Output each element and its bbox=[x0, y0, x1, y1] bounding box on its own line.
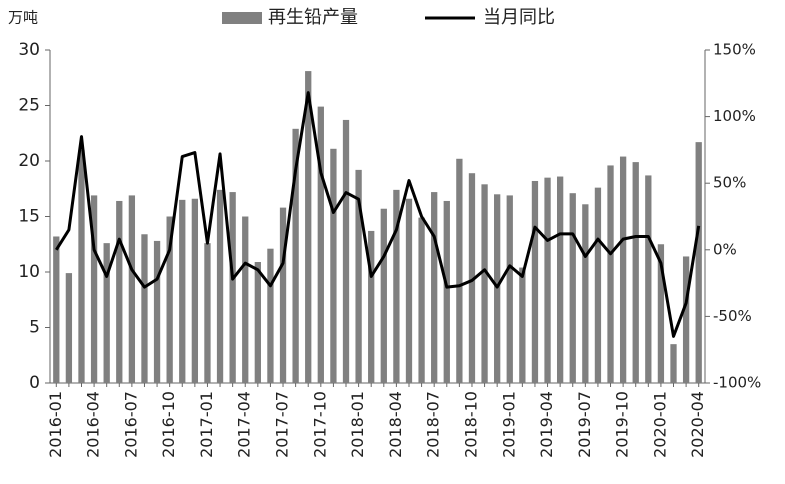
y-tick-label: 30 bbox=[18, 40, 40, 60]
bar bbox=[368, 230, 375, 383]
x-tick-label: 2017-10 bbox=[310, 391, 329, 458]
bar bbox=[53, 236, 60, 383]
bar bbox=[682, 256, 690, 383]
bar bbox=[90, 195, 98, 383]
bar bbox=[128, 195, 136, 383]
bar bbox=[695, 142, 702, 383]
bar bbox=[216, 189, 224, 383]
bar bbox=[556, 176, 564, 383]
bar bbox=[456, 158, 463, 383]
y2-tick-label: 0% bbox=[713, 240, 737, 258]
y-tick-label: 0 bbox=[29, 373, 40, 393]
bar bbox=[481, 184, 488, 383]
x-tick-label: 2018-10 bbox=[461, 391, 480, 458]
bar bbox=[305, 71, 312, 383]
x-tick-label: 2016-04 bbox=[84, 391, 103, 458]
bar bbox=[393, 189, 400, 383]
bar bbox=[582, 204, 589, 383]
x-tick-label: 2020-04 bbox=[688, 391, 707, 458]
bar bbox=[153, 240, 161, 383]
y2-tick-label: -50% bbox=[713, 307, 752, 325]
x-tick-label: 2018-07 bbox=[424, 391, 443, 458]
bar bbox=[191, 198, 199, 383]
bar bbox=[292, 128, 299, 383]
bar bbox=[179, 199, 186, 383]
bar bbox=[494, 194, 501, 383]
bar bbox=[468, 173, 476, 383]
y-axis-label: 万吨 bbox=[8, 9, 38, 27]
bar bbox=[418, 217, 425, 383]
x-tick-label: 2016-01 bbox=[46, 391, 65, 458]
bar bbox=[103, 243, 110, 383]
x-tick-label: 2020-01 bbox=[650, 391, 669, 458]
bar bbox=[204, 243, 211, 383]
bar bbox=[254, 262, 261, 383]
x-tick-label: 2018-04 bbox=[386, 391, 405, 458]
y-tick-label: 5 bbox=[29, 318, 40, 338]
y2-tick-label: 50% bbox=[713, 174, 746, 192]
x-tick-label: 2019-07 bbox=[575, 391, 594, 458]
x-tick-label: 2017-04 bbox=[235, 391, 254, 458]
bar bbox=[619, 156, 627, 383]
bar bbox=[229, 192, 236, 383]
bar bbox=[431, 192, 438, 383]
y-tick-label: 20 bbox=[18, 151, 40, 171]
bar bbox=[657, 244, 665, 383]
bar bbox=[342, 119, 350, 384]
bar bbox=[267, 248, 274, 383]
x-tick-label: 2017-07 bbox=[273, 391, 292, 458]
y-tick-label: 25 bbox=[18, 96, 40, 116]
y2-tick-label: -100% bbox=[713, 374, 761, 392]
bar bbox=[65, 273, 73, 383]
bar bbox=[330, 148, 337, 383]
bar bbox=[141, 234, 148, 383]
y2-tick-label: 100% bbox=[713, 107, 756, 125]
y2-tick-label: 150% bbox=[713, 41, 756, 59]
bar bbox=[78, 149, 85, 383]
bar bbox=[166, 216, 173, 383]
bar bbox=[544, 177, 551, 383]
bar bbox=[607, 165, 614, 383]
bar bbox=[569, 193, 576, 383]
bar bbox=[670, 344, 677, 383]
x-tick-label: 2018-01 bbox=[348, 391, 367, 458]
line bbox=[55, 91, 701, 338]
x-tick-label: 2019-10 bbox=[613, 391, 632, 458]
x-tick-label: 2017-01 bbox=[197, 391, 216, 458]
bar bbox=[519, 267, 526, 383]
y-tick-label: 15 bbox=[18, 207, 40, 227]
bar bbox=[116, 200, 123, 383]
bar bbox=[531, 180, 539, 383]
bar bbox=[317, 106, 324, 384]
bar bbox=[594, 187, 602, 383]
bar bbox=[355, 169, 362, 383]
bar bbox=[380, 208, 387, 383]
bar bbox=[242, 216, 249, 383]
bar bbox=[443, 200, 450, 383]
y-tick-label: 10 bbox=[18, 262, 40, 282]
x-tick-label: 2019-01 bbox=[499, 391, 518, 458]
legend-label: 再生铅产量 bbox=[268, 7, 358, 28]
x-tick-label: 2019-04 bbox=[537, 391, 556, 458]
bar bbox=[405, 198, 413, 383]
bar bbox=[632, 162, 639, 383]
legend-swatch bbox=[222, 12, 262, 24]
x-tick-label: 2016-07 bbox=[121, 391, 140, 458]
legend-label: 当月同比 bbox=[483, 7, 555, 28]
bar bbox=[506, 195, 513, 383]
bar bbox=[279, 207, 287, 383]
x-tick-label: 2016-10 bbox=[159, 391, 178, 458]
bar bbox=[645, 175, 652, 383]
